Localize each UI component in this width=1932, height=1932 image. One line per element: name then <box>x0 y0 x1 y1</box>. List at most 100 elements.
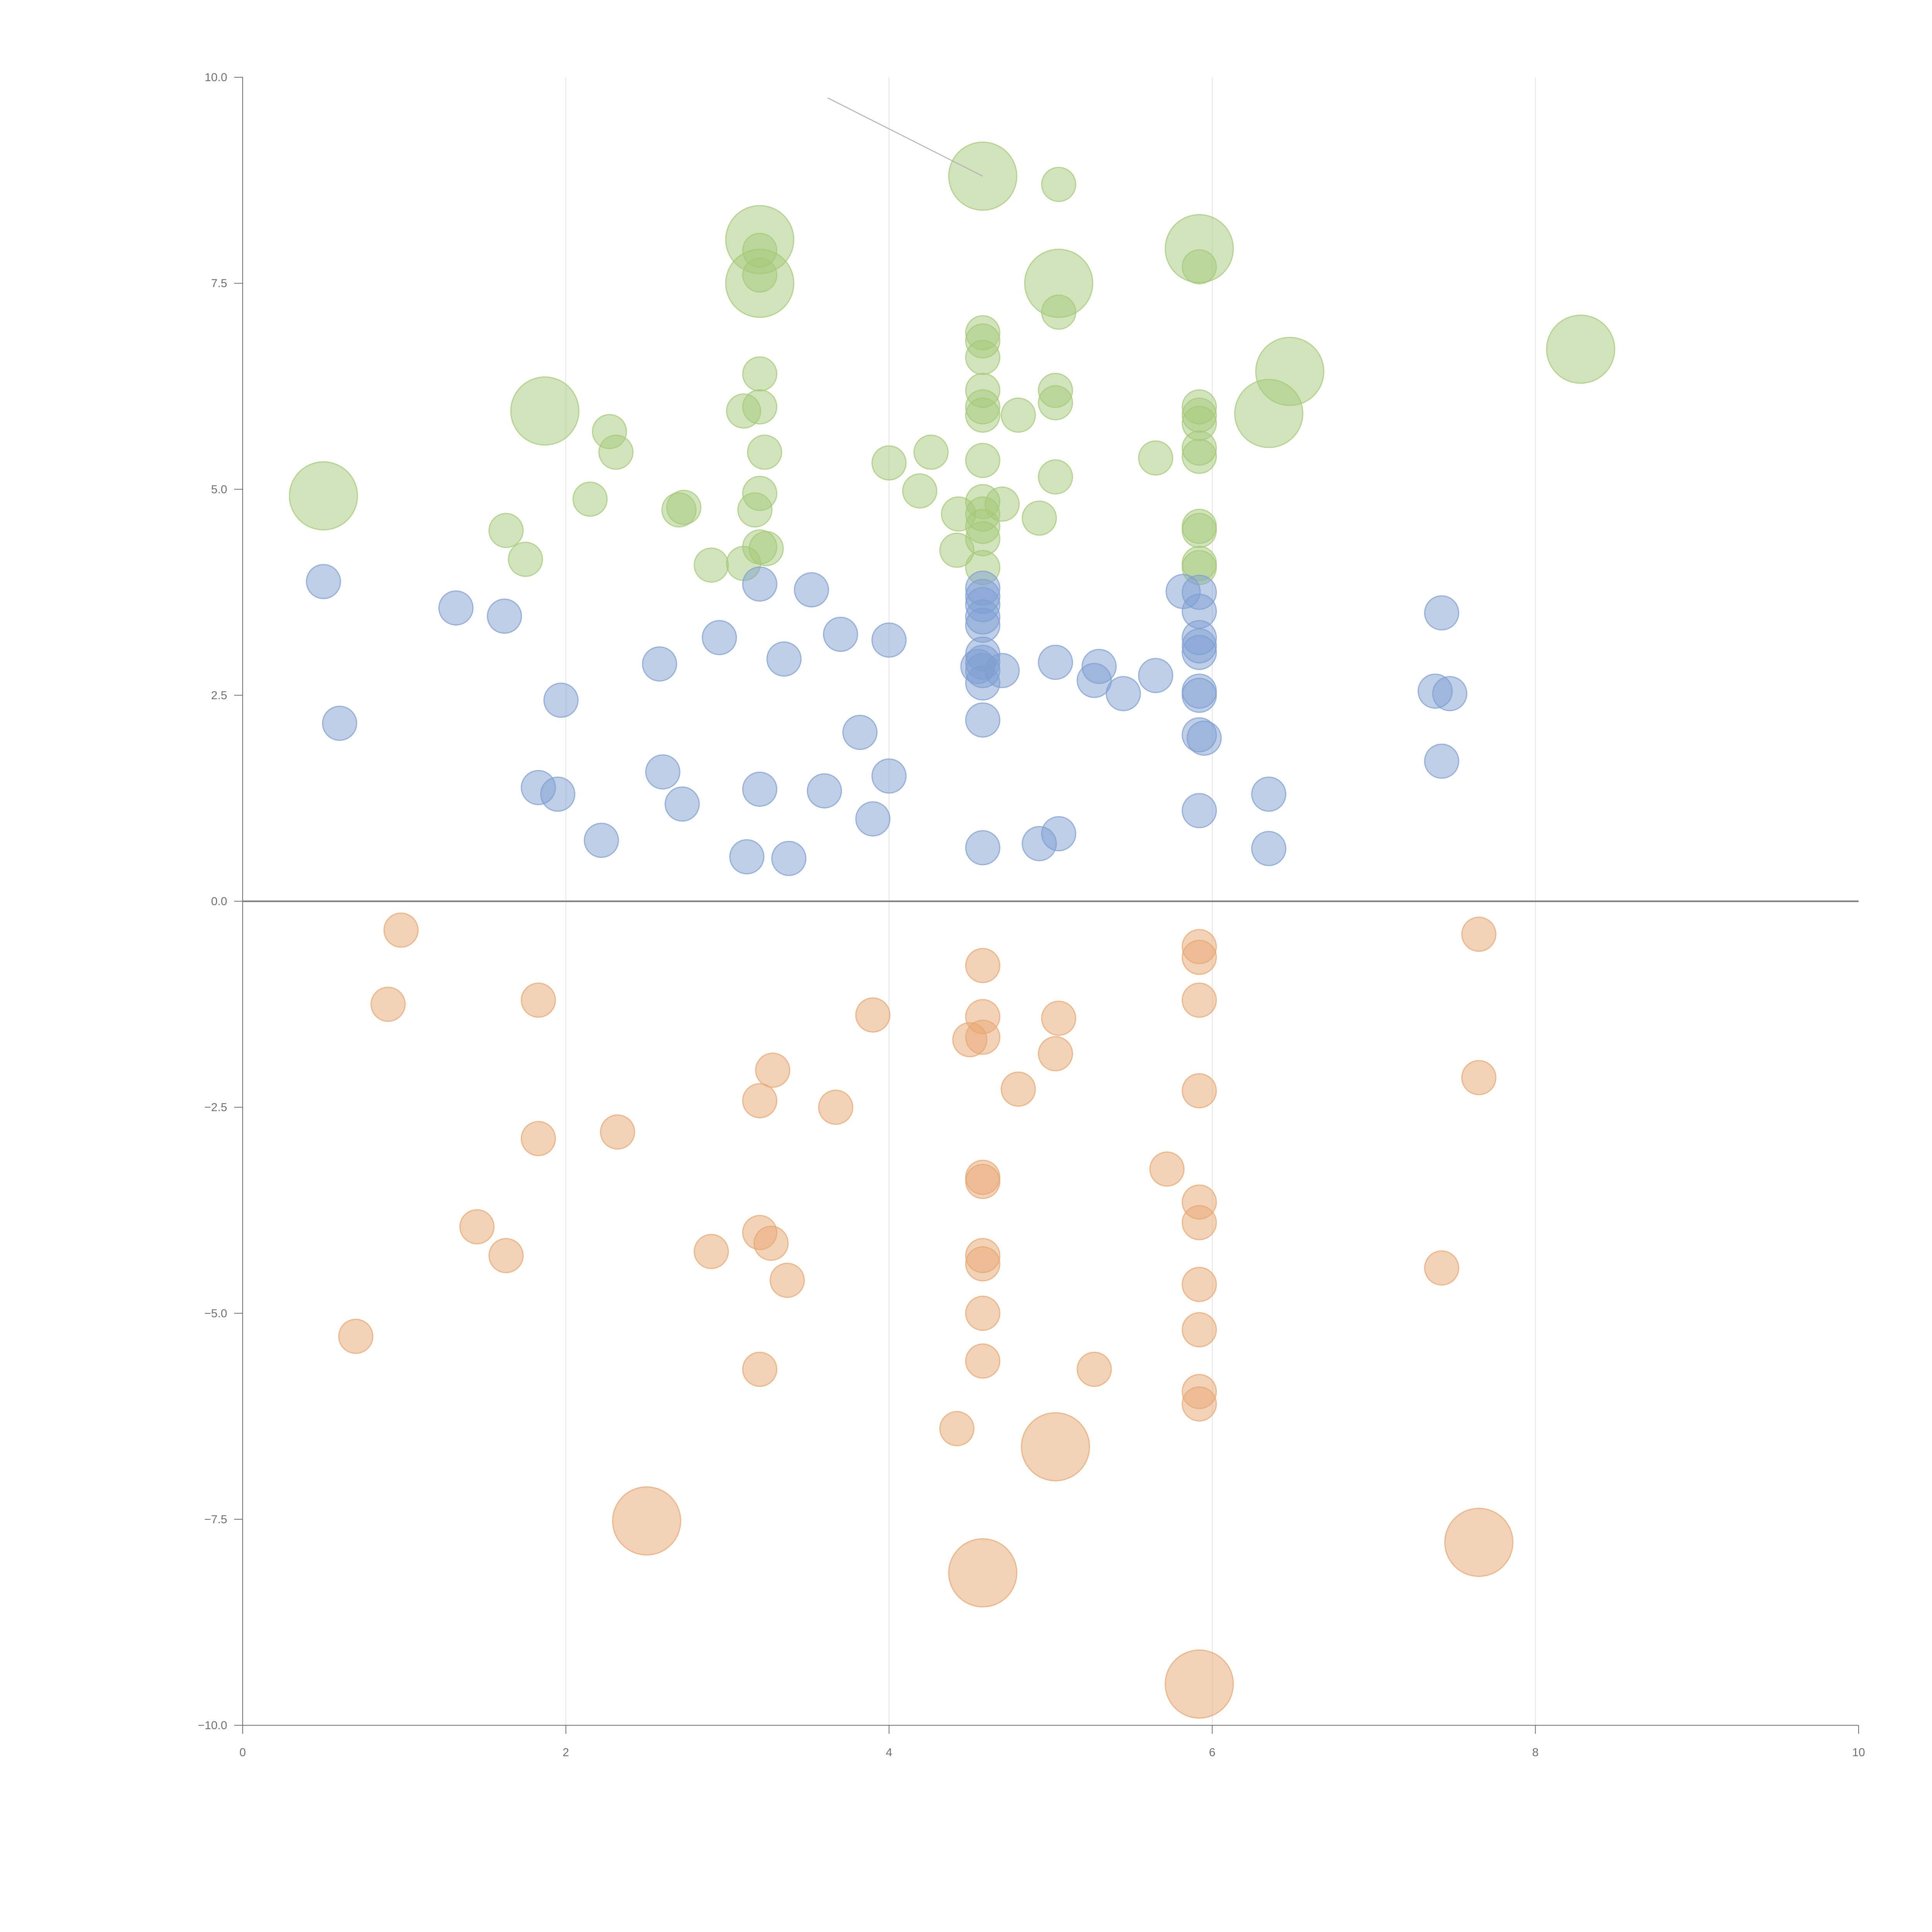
data-point <box>842 714 878 750</box>
data-point <box>965 1343 1000 1379</box>
data-point <box>600 1114 635 1150</box>
data-point <box>306 564 341 599</box>
data-point <box>1149 1151 1185 1187</box>
data-point <box>510 376 580 446</box>
data-point <box>583 823 619 858</box>
data-point <box>1138 658 1173 693</box>
data-point <box>459 1209 495 1245</box>
data-point <box>855 801 891 837</box>
data-point <box>508 542 543 577</box>
data-point <box>871 758 907 794</box>
data-point <box>771 841 807 876</box>
data-point <box>1444 1508 1514 1577</box>
data-point <box>540 776 575 812</box>
data-point <box>823 617 858 652</box>
series-green <box>488 167 1217 585</box>
data-point <box>1182 940 1217 975</box>
data-point <box>1251 776 1287 812</box>
data-point <box>370 986 406 1022</box>
y-tick-label: −7.5 <box>204 1513 227 1526</box>
data-point <box>726 393 761 429</box>
data-point <box>1182 793 1217 828</box>
data-point <box>729 839 765 874</box>
data-point <box>1461 1060 1497 1095</box>
data-point <box>1165 214 1234 284</box>
data-point <box>1182 1386 1217 1422</box>
data-point <box>1424 595 1459 631</box>
data-point <box>1138 440 1173 476</box>
data-point <box>965 397 1000 433</box>
data-point <box>1255 337 1325 406</box>
data-point <box>965 1164 1000 1199</box>
data-point <box>753 1225 789 1261</box>
data-point <box>383 912 419 948</box>
y-tick-label: −10.0 <box>198 1719 227 1732</box>
data-point <box>438 590 474 626</box>
data-point <box>1105 676 1141 711</box>
data-point <box>520 1121 556 1156</box>
data-point <box>742 771 777 807</box>
data-point <box>1182 677 1217 713</box>
series-blue <box>306 564 1468 876</box>
data-point <box>742 566 777 602</box>
x-tick-label: 8 <box>1532 1746 1539 1759</box>
y-tick-label: 2.5 <box>211 689 227 702</box>
tick-labels: 0 2 4 6 8 10 10.0 7.5 5.0 2.5 0.0 −2.5 −5.0 −7.5 −10.0 <box>198 71 1865 1759</box>
data-point <box>1182 1205 1217 1240</box>
x-tick-label: 10 <box>1852 1746 1865 1759</box>
y-tick-label: 7.5 <box>211 277 227 290</box>
data-point <box>1251 831 1287 866</box>
data-point <box>965 1246 1000 1282</box>
data-point <box>1182 982 1217 1018</box>
y-tick-label: 5.0 <box>211 483 227 496</box>
annotations <box>827 97 983 177</box>
data-point <box>665 786 700 822</box>
data-point <box>694 547 729 583</box>
data-point <box>1024 248 1094 318</box>
series-orange <box>338 912 1497 1446</box>
data-point <box>702 620 737 655</box>
data-point <box>1038 459 1073 495</box>
data-points <box>289 141 1616 1719</box>
data-point <box>1021 1412 1090 1481</box>
data-point <box>694 1234 729 1269</box>
data-point <box>965 948 1000 983</box>
data-point <box>985 486 1020 522</box>
data-point <box>1424 1250 1459 1286</box>
data-point <box>818 1090 854 1125</box>
data-point <box>1424 743 1459 779</box>
data-point <box>1182 1073 1217 1109</box>
series-green-large <box>289 141 1616 531</box>
data-point <box>598 434 634 470</box>
data-point <box>902 473 937 509</box>
data-point <box>338 1318 374 1354</box>
data-point <box>486 599 522 634</box>
data-point <box>1546 315 1616 384</box>
data-point <box>985 653 1020 688</box>
data-point <box>952 1022 988 1058</box>
data-point <box>1081 649 1117 684</box>
data-point <box>1038 645 1073 680</box>
data-point <box>1000 1071 1036 1107</box>
data-point <box>965 340 1000 375</box>
data-point <box>289 461 358 531</box>
data-point <box>1182 1267 1217 1302</box>
data-point <box>737 492 773 528</box>
data-point <box>769 1262 805 1298</box>
x-tick-label: 6 <box>1209 1746 1216 1759</box>
data-point <box>766 641 802 677</box>
data-point <box>1432 676 1468 711</box>
data-point <box>725 248 794 318</box>
x-tick-label: 2 <box>563 1746 569 1759</box>
data-point <box>948 141 1017 211</box>
series-orange-large <box>612 1412 1514 1719</box>
data-point <box>1077 1352 1112 1387</box>
data-point <box>645 754 680 790</box>
data-point <box>666 490 702 525</box>
data-point <box>1038 385 1073 420</box>
data-point <box>965 702 1000 738</box>
y-tick-label: 10.0 <box>205 71 227 84</box>
data-point <box>488 1238 524 1273</box>
data-point <box>742 1352 777 1387</box>
data-point <box>1041 1000 1077 1036</box>
